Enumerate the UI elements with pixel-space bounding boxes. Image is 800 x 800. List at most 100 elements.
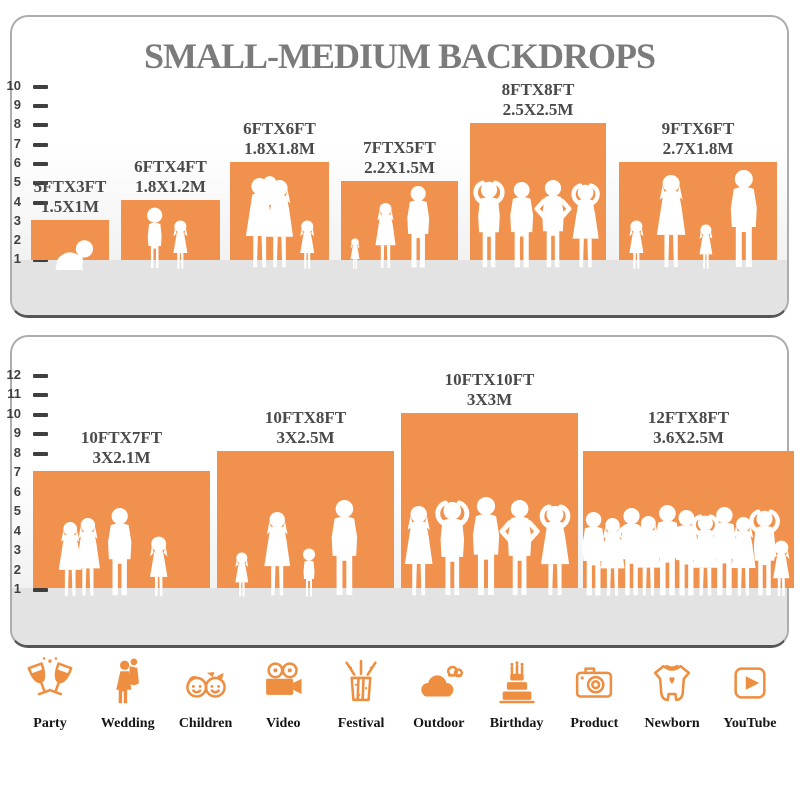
- ruler-tick: [33, 451, 48, 456]
- backdrop-8x8ft: 8FTX8FT 2.5X2.5M: [470, 80, 606, 260]
- ruler-tick: [33, 373, 48, 378]
- panel-medium-backdrops: 12 11 10 9 8 7 6 5 4 3 2 1 10FTX7FT 3X2.…: [7, 335, 794, 648]
- festival-icon: [345, 659, 377, 702]
- category-label: Outdoor: [413, 716, 465, 731]
- ruler-tick: [33, 412, 48, 417]
- category-label: Children: [178, 716, 233, 731]
- birthday-icon: [498, 661, 535, 704]
- ruler-number: 5: [13, 174, 21, 190]
- category-label: Birthday: [489, 716, 544, 731]
- youtube-icon: [734, 667, 766, 699]
- ruler-tick: [33, 588, 48, 592]
- people-silhouette: [58, 508, 168, 597]
- category-youtube: YouTube: [714, 656, 786, 732]
- category-party: Party: [14, 656, 86, 732]
- people-silhouette: [350, 186, 430, 270]
- ruler-tick: [33, 200, 48, 205]
- ruler-tick: [33, 123, 48, 128]
- category-children: Children: [170, 656, 242, 732]
- ruler-tick: [33, 181, 48, 186]
- ruler-number: 5: [13, 503, 21, 518]
- ruler-tick: [33, 84, 48, 89]
- backdrop-size-label: 6FTX6FT 1.8X1.8M: [243, 119, 316, 158]
- backdrop-7x5ft: 7FTX5FT 2.2X1.5M: [341, 138, 458, 270]
- ruler-number: 8: [13, 116, 21, 132]
- people-silhouette: [470, 165, 606, 270]
- category-outdoor: Outdoor: [403, 656, 475, 732]
- product-icon: [576, 667, 613, 698]
- backdrop-size-label: 8FTX8FT 2.5X2.5M: [501, 80, 575, 119]
- ruler-number: 9: [13, 425, 21, 440]
- backdrop-10x8ft: 10FTX8FT 3X2.5M: [217, 408, 394, 597]
- backdrop-size-label: 5FTX3FT 1.5X1M: [33, 177, 107, 216]
- wedding-icon: [115, 658, 139, 704]
- category-label: Party: [33, 716, 67, 731]
- ground-strip: [12, 588, 787, 645]
- ruler-tick: [33, 393, 48, 397]
- backdrop-6x6ft: 6FTX6FT 1.8X1.8M: [230, 119, 329, 269]
- party-icon: [27, 657, 73, 696]
- ruler-number: 7: [13, 464, 21, 479]
- ruler-number: 1: [13, 581, 21, 596]
- category-newborn: Newborn: [636, 656, 708, 732]
- category-label: Festival: [337, 716, 385, 731]
- category-video: Video: [247, 656, 319, 732]
- backdrop-size-label: 10FTX7FT 3X2.1M: [80, 428, 163, 467]
- ruler-tick: [33, 104, 48, 109]
- video-icon: [266, 662, 302, 695]
- ruler-number: 6: [13, 483, 21, 499]
- backdrop-size-label: 6FTX4FT 1.8X1.2M: [134, 157, 207, 196]
- backdrop-12x8ft: 12FTX8FT 3.6X2.5M: [582, 408, 794, 588]
- ruler-number: 11: [7, 386, 21, 401]
- backdrop-size-label: 10FTX8FT 3X2.5M: [264, 408, 347, 447]
- ruler-number: 1: [13, 251, 21, 267]
- ruler-tick: [33, 142, 48, 147]
- ruler-number: 3: [13, 212, 21, 228]
- newborn-icon: [653, 664, 691, 702]
- backdrop-size-label: 9FTX6FT 2.7X1.8M: [661, 119, 735, 158]
- ruler-number: 12: [6, 366, 21, 382]
- panel-small-backdrops: SMALL-MEDIUM BACKDROPS 10 9 8 7 6 5 4 3 …: [7, 15, 789, 318]
- people-silhouette: [404, 497, 578, 598]
- category-label: Video: [266, 716, 301, 731]
- ruler-number: 10: [6, 77, 21, 93]
- ruler-number: 8: [13, 444, 21, 460]
- category-label: Wedding: [100, 716, 155, 731]
- people-silhouette: [235, 500, 358, 597]
- people-silhouette: [629, 170, 757, 269]
- ruler-number: 10: [6, 405, 21, 421]
- people-silhouette: [55, 240, 94, 270]
- ruler-number: 4: [13, 522, 21, 538]
- people-silhouette: [582, 505, 790, 598]
- backdrop-size-label: 12FTX8FT 3.6X2.5M: [647, 408, 730, 447]
- children-icon: [185, 672, 226, 698]
- ruler-tick: [33, 432, 48, 436]
- backdrop-10x10ft: 10FTX10FT 3X3M: [401, 370, 578, 588]
- category-festival: Festival: [325, 656, 397, 732]
- ground-strip: [12, 260, 787, 315]
- ruler-number: 2: [13, 561, 21, 577]
- ruler-tick: [33, 162, 48, 166]
- ruler-number: 2: [13, 232, 21, 247]
- backdrop-size-label: 7FTX5FT 2.2X1.5M: [363, 138, 436, 177]
- people-silhouette: [245, 176, 315, 269]
- ruler-tick: [33, 258, 48, 263]
- category-product: Product: [558, 656, 630, 732]
- category-row: Party Wedding: [14, 656, 786, 732]
- category-label: Newborn: [644, 716, 700, 731]
- category-label: YouTube: [723, 716, 777, 731]
- page-title: SMALL-MEDIUM BACKDROPS: [143, 36, 656, 76]
- ruler-number: 3: [13, 542, 21, 557]
- people-silhouette: [147, 207, 188, 269]
- ruler-number: 6: [13, 155, 21, 170]
- ruler-number: 4: [13, 193, 21, 209]
- backdrop-9x6ft: 9FTX6FT 2.7X1.8M: [619, 119, 777, 269]
- category-birthday: Birthday: [481, 656, 553, 732]
- backdrop-10x7ft: 10FTX7FT 3X2.1M: [33, 428, 210, 597]
- outdoor-icon: [421, 665, 463, 697]
- backdrop-6x4ft: 6FTX4FT 1.8X1.2M: [121, 157, 220, 269]
- backdrop-size-label: 10FTX10FT 3X3M: [444, 370, 535, 409]
- ruler-number: 7: [13, 135, 21, 151]
- category-label: Product: [570, 716, 619, 731]
